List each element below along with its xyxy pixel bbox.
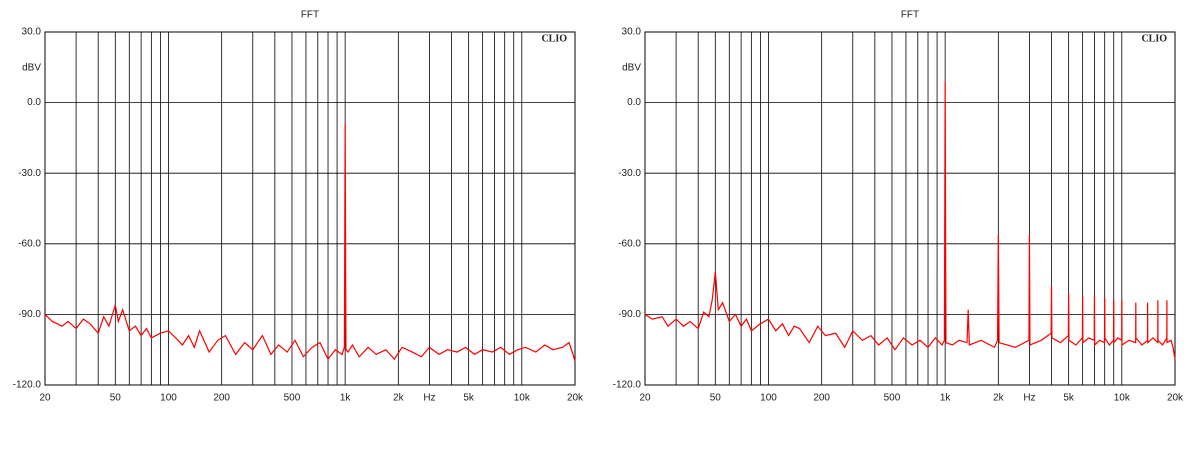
- x-tick-label: 20k: [567, 393, 584, 404]
- x-tick-label: Hz: [1023, 393, 1035, 404]
- x-tick-label: 50: [110, 393, 122, 404]
- y-tick-label: -120.0: [13, 380, 42, 391]
- x-tick-label: 50: [710, 393, 722, 404]
- x-tick-label: 2k: [993, 393, 1005, 404]
- x-tick-label: 20: [639, 393, 651, 404]
- y-tick-label: -120.0: [613, 380, 642, 391]
- y-tick-label: -90.0: [18, 309, 41, 320]
- x-tick-label: 5k: [1063, 393, 1075, 404]
- y-tick-label: -60.0: [18, 238, 41, 249]
- y-tick-label: 30.0: [622, 27, 642, 38]
- data-line: [44, 123, 576, 362]
- x-tick-label: 20: [39, 393, 51, 404]
- x-tick-label: 500: [884, 393, 901, 404]
- x-tick-label: 2k: [393, 393, 405, 404]
- x-tick-label: 10k: [514, 393, 531, 404]
- x-tick-label: Hz: [423, 393, 435, 404]
- data-line: [644, 81, 1176, 360]
- x-tick-label: 100: [160, 393, 177, 404]
- plot-frame: [644, 31, 1176, 386]
- y-tick-label: -90.0: [618, 309, 641, 320]
- y-tick-label: -30.0: [18, 168, 41, 179]
- x-tick-label: 500: [284, 393, 301, 404]
- y-tick-label: 30.0: [22, 27, 42, 38]
- chart-title: FFT: [901, 10, 919, 21]
- y-axis-label: dBV: [622, 63, 641, 74]
- x-tick-label: 1k: [340, 393, 352, 404]
- x-tick-label: 5k: [463, 393, 475, 404]
- y-tick-label: 0.0: [627, 97, 641, 108]
- x-tick-label: 200: [213, 393, 230, 404]
- x-tick-label: 10k: [1114, 393, 1131, 404]
- y-tick-label: -30.0: [618, 168, 641, 179]
- x-tick-label: 20k: [1167, 393, 1184, 404]
- y-tick-label: 0.0: [27, 97, 41, 108]
- y-tick-label: -60.0: [618, 238, 641, 249]
- y-axis-label: dBV: [22, 63, 41, 74]
- plot-frame: [44, 31, 576, 386]
- annotation: CLIO: [1141, 33, 1167, 44]
- x-tick-label: 200: [813, 393, 830, 404]
- chart-title: FFT: [301, 10, 319, 21]
- annotation: CLIO: [541, 33, 567, 44]
- x-tick-label: 1k: [940, 393, 952, 404]
- x-tick-label: 100: [760, 393, 777, 404]
